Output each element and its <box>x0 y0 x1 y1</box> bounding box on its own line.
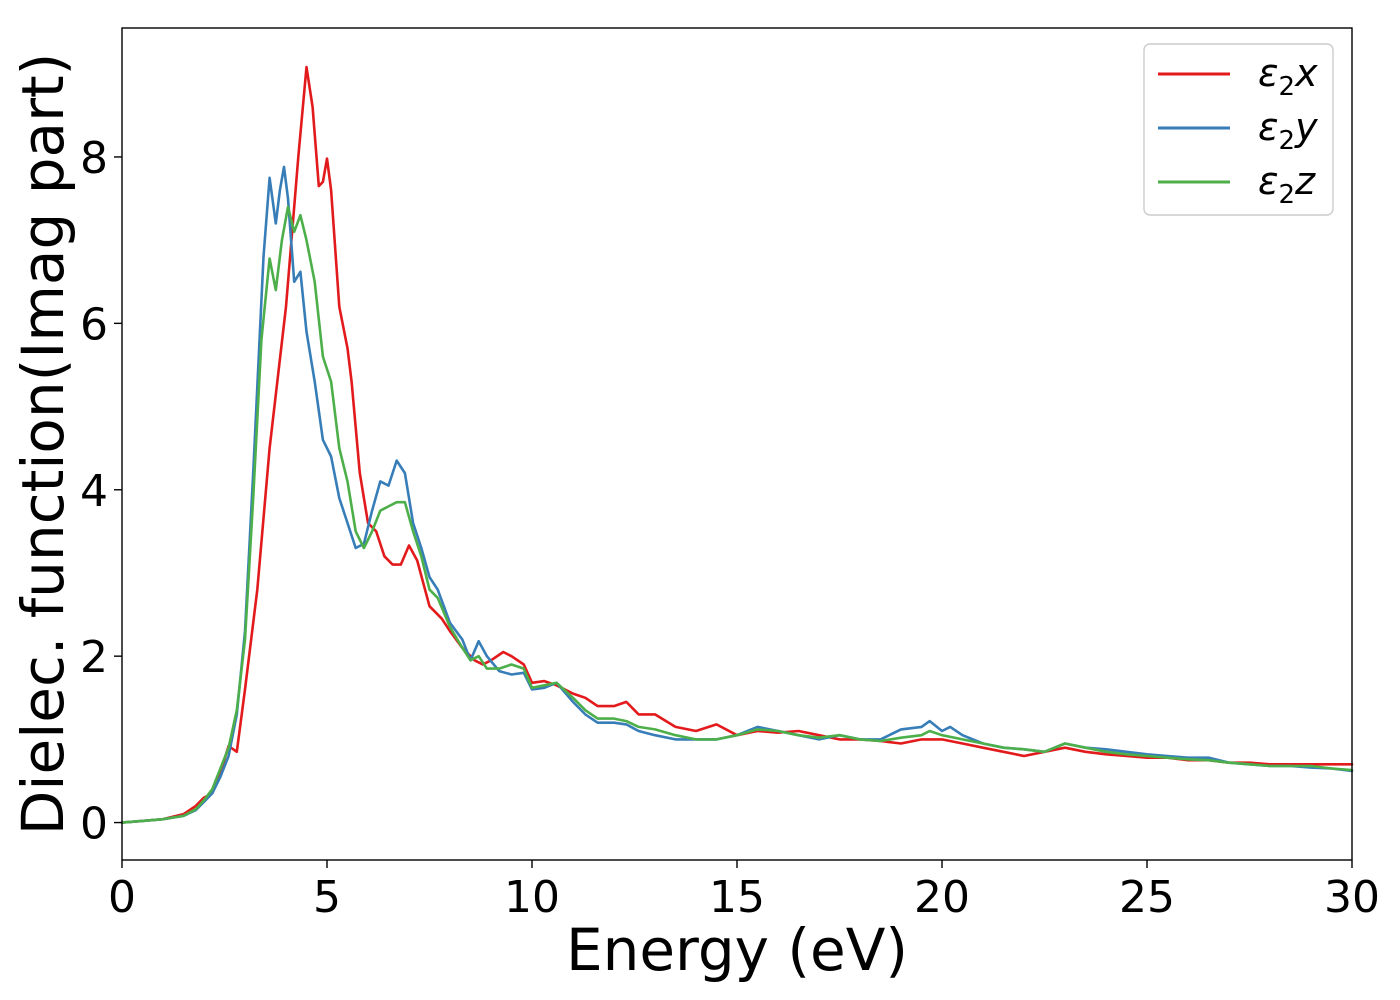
x-tick-label: 20 <box>914 872 970 923</box>
x-tick-label: 10 <box>504 872 560 923</box>
x-tick-label: 25 <box>1119 872 1175 923</box>
y-tick-label: 0 <box>80 799 108 850</box>
series-layer <box>120 65 1354 824</box>
x-tick-label: 0 <box>108 872 136 923</box>
series-line-x <box>120 65 1354 824</box>
legend-label-z: ε2z <box>1258 159 1316 210</box>
series-line-z <box>120 205 1354 824</box>
x-axis: 0 5 10 15 20 25 30 <box>108 860 1380 923</box>
y-axis-label: Dielec. function(Imag part) <box>9 53 77 836</box>
y-axis: 0 2 4 6 8 <box>80 133 122 850</box>
y-tick-label: 4 <box>80 466 108 517</box>
legend-box <box>1143 43 1334 216</box>
x-tick-label: 30 <box>1324 872 1380 923</box>
y-tick-label: 6 <box>80 299 108 350</box>
x-tick-label: 15 <box>709 872 765 923</box>
legend-label-x: ε2x <box>1258 51 1318 102</box>
legend-label-y: ε2y <box>1258 105 1318 156</box>
x-tick-label: 5 <box>313 872 341 923</box>
y-tick-label: 8 <box>80 133 108 184</box>
y-tick-label: 2 <box>80 632 108 683</box>
x-axis-label: Energy (eV) <box>566 916 908 984</box>
